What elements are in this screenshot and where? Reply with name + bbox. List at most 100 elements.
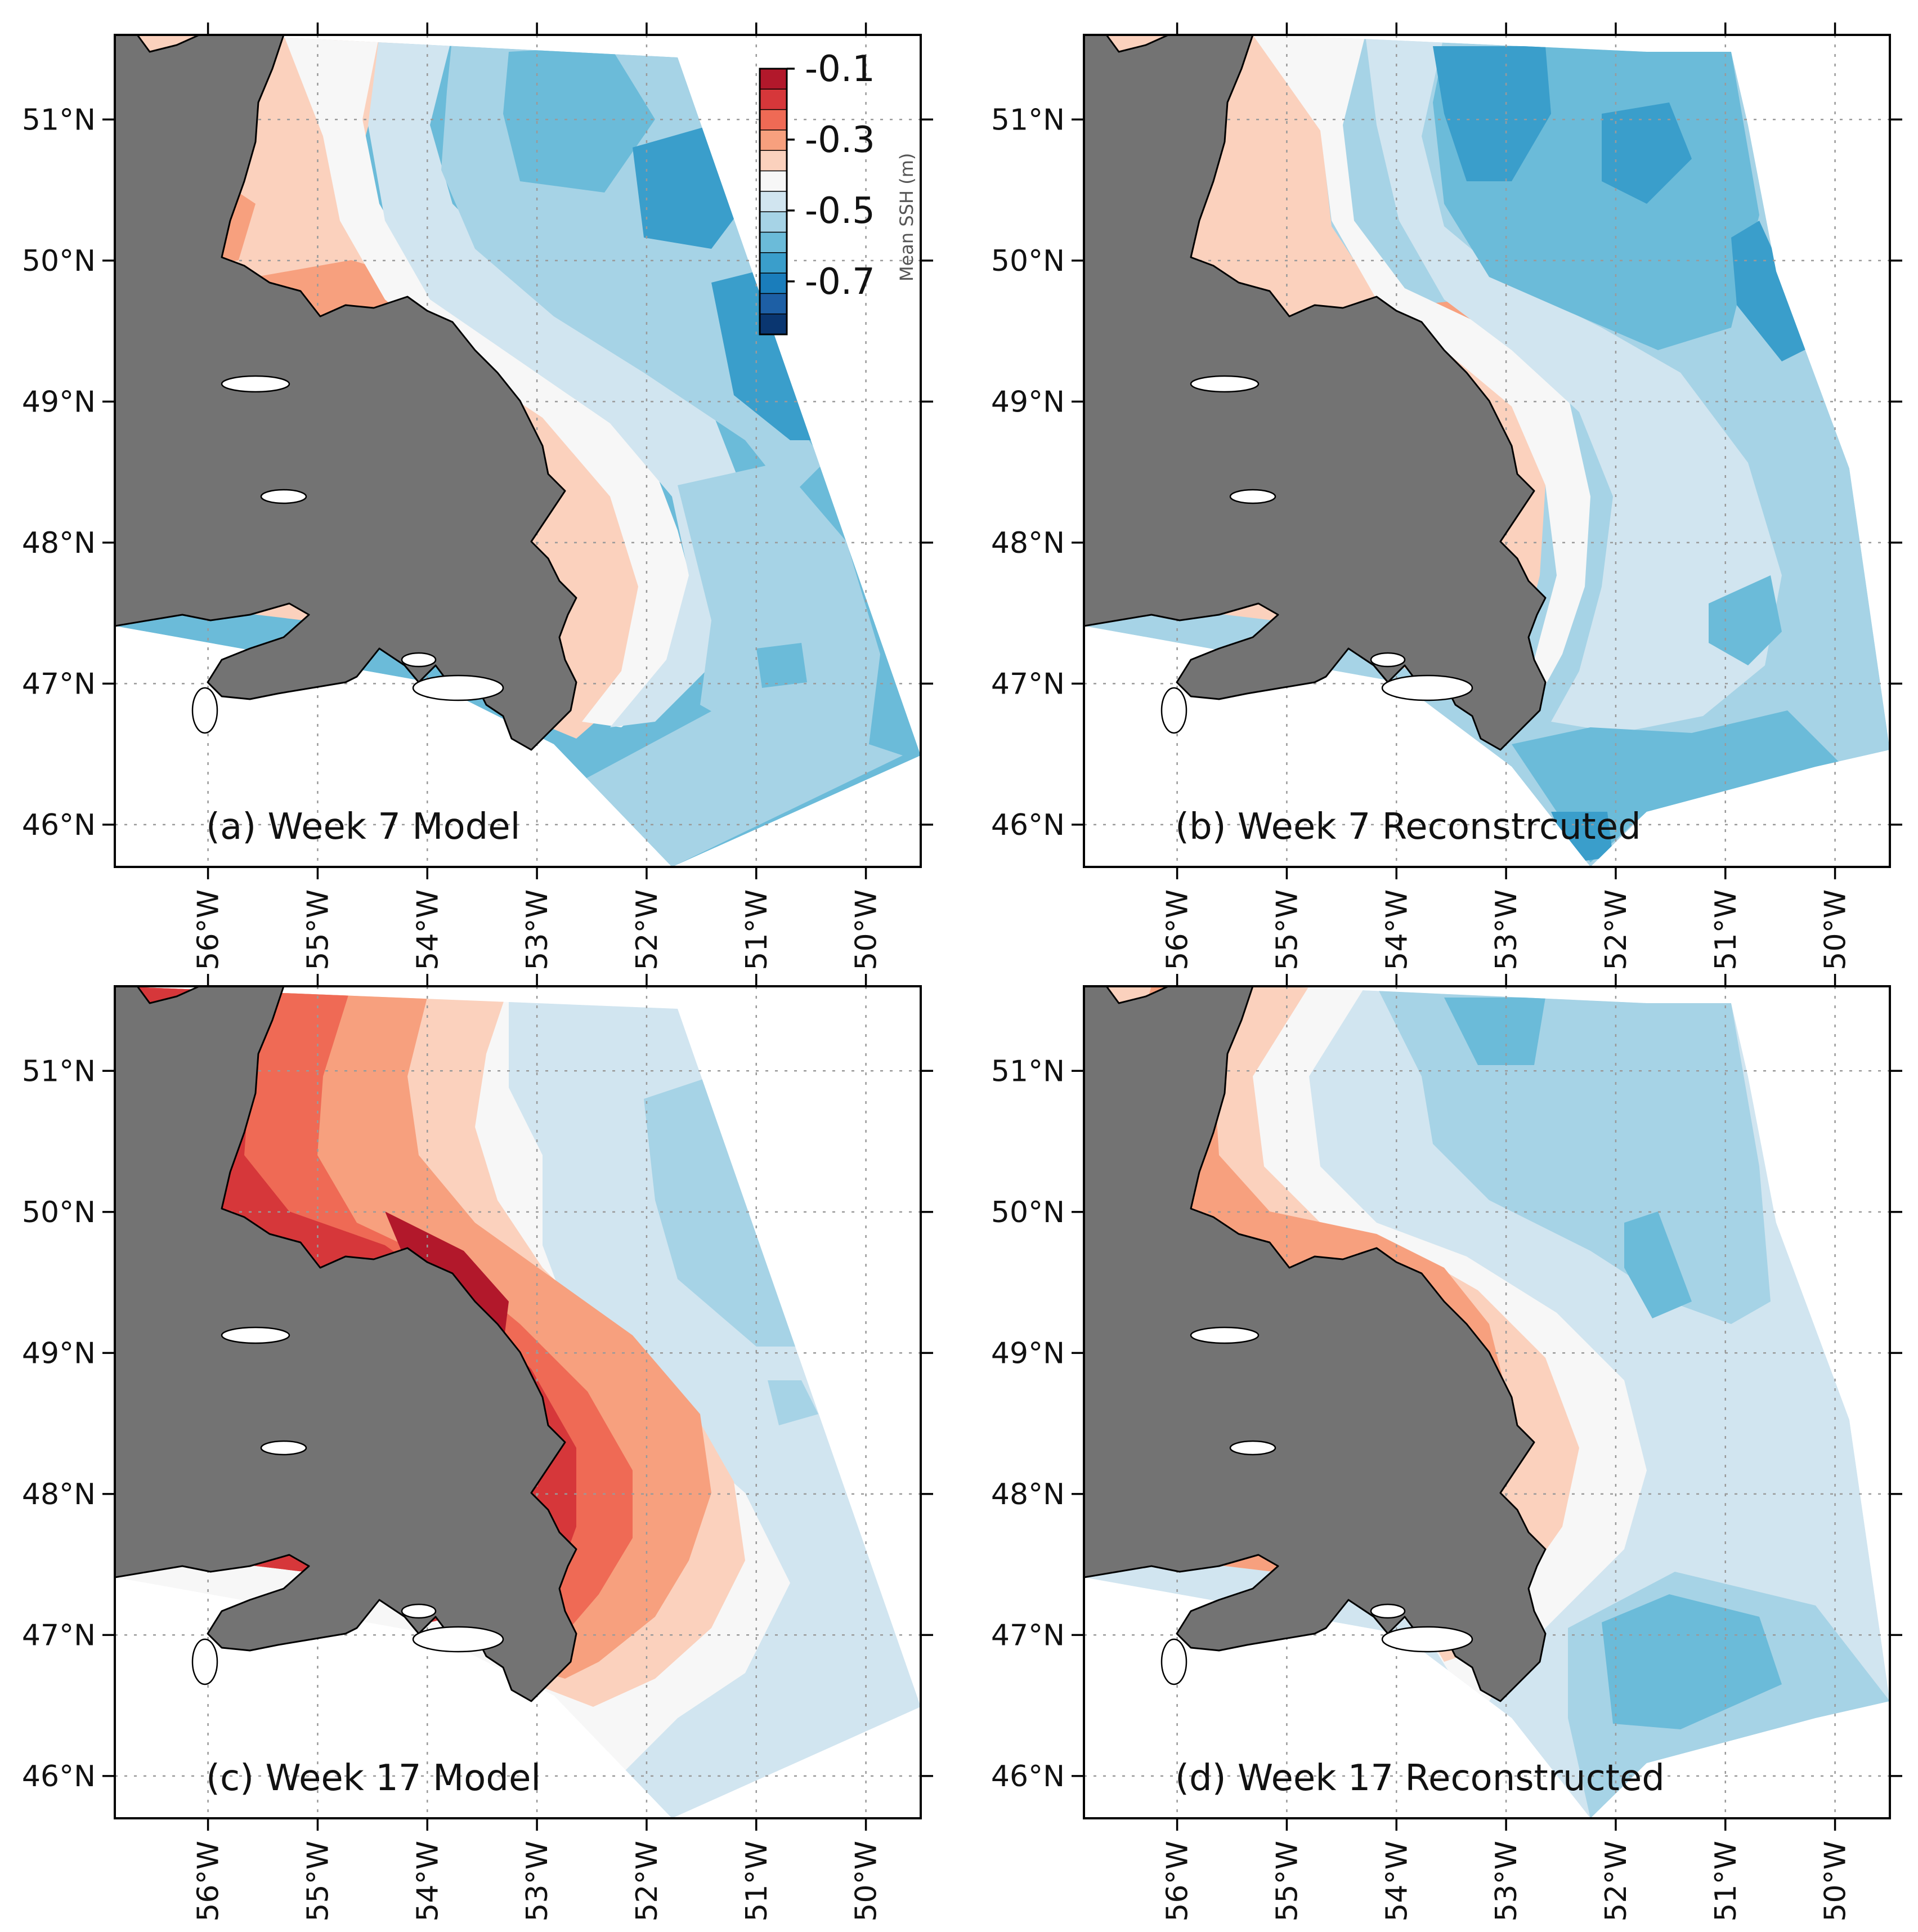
colorbar-swatch <box>759 68 787 90</box>
lat-label: 47°N <box>991 1618 1065 1652</box>
colorbar-swatch <box>759 313 787 336</box>
lon-label: 52°W <box>1599 1841 1633 1922</box>
lon-label: 55°W <box>301 1841 335 1922</box>
lon-label: 54°W <box>411 889 445 971</box>
lat-label: 49°N <box>991 385 1065 419</box>
ssh-contour <box>1602 1594 1782 1729</box>
ssh-contour <box>1444 998 1545 1065</box>
lon-label: 55°W <box>301 889 335 971</box>
newfoundland-land <box>1084 986 1547 1702</box>
lat-label: 49°N <box>991 1336 1065 1370</box>
colorbar-tick-label: -0.5 <box>805 190 875 232</box>
coast-island <box>221 1326 290 1344</box>
lat-label: 50°N <box>22 1196 96 1229</box>
ssh-contour <box>1365 35 1782 733</box>
coast-island <box>191 687 218 734</box>
lat-label: 50°N <box>22 244 96 278</box>
coast-island <box>401 1603 437 1619</box>
coast-island <box>1160 687 1187 734</box>
panel-a: 51°N 50°N 49°N 48°N 47°N 46°N 56°W 55°W 54°W 53°W… <box>22 23 933 971</box>
panel-c: 51°N 50°N 49°N 48°N 47°N 46°N 56°W 55°W 54°W 53°W… <box>22 974 933 1922</box>
lon-label: 53°W <box>521 1841 554 1922</box>
lon-label: 52°W <box>630 1841 664 1922</box>
coast-island <box>1190 1326 1260 1344</box>
ssh-contour <box>1709 575 1782 665</box>
ssh-contour <box>1551 812 1613 862</box>
coast-island <box>191 1638 218 1685</box>
colorbar-title: Mean SSH (m) <box>896 153 917 281</box>
lat-label: 48°N <box>22 1478 96 1511</box>
lon-label: 52°W <box>1599 889 1633 971</box>
lat-label: 51°N <box>991 103 1065 137</box>
colorbar-swatch <box>759 170 787 193</box>
lon-label: 55°W <box>1270 1841 1304 1922</box>
lat-label: 46°N <box>22 808 96 842</box>
ssh-contour <box>1433 46 1551 181</box>
ssh-contour <box>503 46 655 193</box>
coast-island <box>1229 1440 1276 1456</box>
lat-label: 51°N <box>991 1054 1065 1088</box>
ssh-contour <box>1377 986 1771 1324</box>
lon-label: 50°W <box>850 1841 884 1922</box>
coast-island <box>1370 1603 1406 1619</box>
lat-label: 46°N <box>22 1760 96 1794</box>
colorbar-swatch <box>759 129 787 151</box>
colorbar-tick-label: -0.7 <box>805 261 875 303</box>
panel-label: (d) Week 17 Reconstructed <box>1175 1757 1665 1799</box>
lon-label: 53°W <box>521 889 554 971</box>
lon-label: 56°W <box>192 1841 226 1922</box>
ssh-contour <box>1731 221 1816 361</box>
lat-label: 47°N <box>22 667 96 701</box>
lon-label: 50°W <box>1819 1841 1853 1922</box>
ssh-contour <box>1602 102 1692 204</box>
panel-label: (a) Week 7 Model <box>206 806 520 848</box>
colorbar-swatch <box>759 150 787 172</box>
lat-label: 48°N <box>22 526 96 560</box>
colorbar-tick-label: -0.1 <box>805 48 875 90</box>
lon-label: 52°W <box>630 889 664 971</box>
ssh-contour <box>509 986 921 1818</box>
panel-b: 51°N 50°N 49°N 48°N 47°N 46°N 56°W 55°W 54°W 53°W… <box>991 23 1902 971</box>
ssh-contour <box>1624 1211 1692 1318</box>
coast-island <box>1229 489 1276 504</box>
ssh-contour <box>644 1076 807 1347</box>
colorbar-swatch <box>759 109 787 131</box>
panel-frame <box>1083 34 1891 868</box>
lat-label: 51°N <box>22 1054 96 1088</box>
lon-label: 53°W <box>1490 889 1523 971</box>
coast-island <box>1190 375 1260 393</box>
panel-d: 51°N 50°N 49°N 48°N 47°N 46°N 56°W 55°W 54°W 53°W… <box>991 974 1902 1922</box>
panel-frame <box>114 34 922 868</box>
colorbar-swatch <box>759 252 787 274</box>
lon-label: 56°W <box>1161 889 1195 971</box>
lon-label: 54°W <box>1380 889 1414 971</box>
lon-label: 51°W <box>1709 889 1743 971</box>
colorbar: -0.1 -0.3 -0.5 -0.7 Mean SSH (m) <box>759 48 917 336</box>
colorbar-swatch <box>759 211 787 233</box>
colorbar-swatch <box>759 88 787 110</box>
lon-label: 56°W <box>192 889 226 971</box>
ssh-contour <box>678 463 880 750</box>
lon-label: 56°W <box>1161 1841 1195 1922</box>
coast-island <box>260 489 307 504</box>
lat-label: 49°N <box>22 385 96 419</box>
ssh-contour <box>711 271 824 440</box>
colorbar-swatch <box>759 293 787 315</box>
lon-label: 51°W <box>1709 1841 1743 1922</box>
coast-island <box>1381 1626 1473 1653</box>
lat-label: 46°N <box>991 808 1065 842</box>
lat-label: 50°N <box>991 244 1065 278</box>
coast-island <box>401 652 437 668</box>
colorbar-tick-label: -0.3 <box>805 119 875 161</box>
ssh-contour <box>756 643 807 688</box>
lat-label: 50°N <box>991 1196 1065 1229</box>
newfoundland-land <box>115 986 577 1702</box>
lat-label: 48°N <box>991 1478 1065 1511</box>
coast-island <box>412 674 504 701</box>
ssh-contour <box>576 699 903 867</box>
coast-island <box>260 1440 307 1456</box>
colorbar-swatch <box>759 231 787 254</box>
lat-label: 51°N <box>22 103 96 137</box>
lat-label: 46°N <box>991 1760 1065 1794</box>
